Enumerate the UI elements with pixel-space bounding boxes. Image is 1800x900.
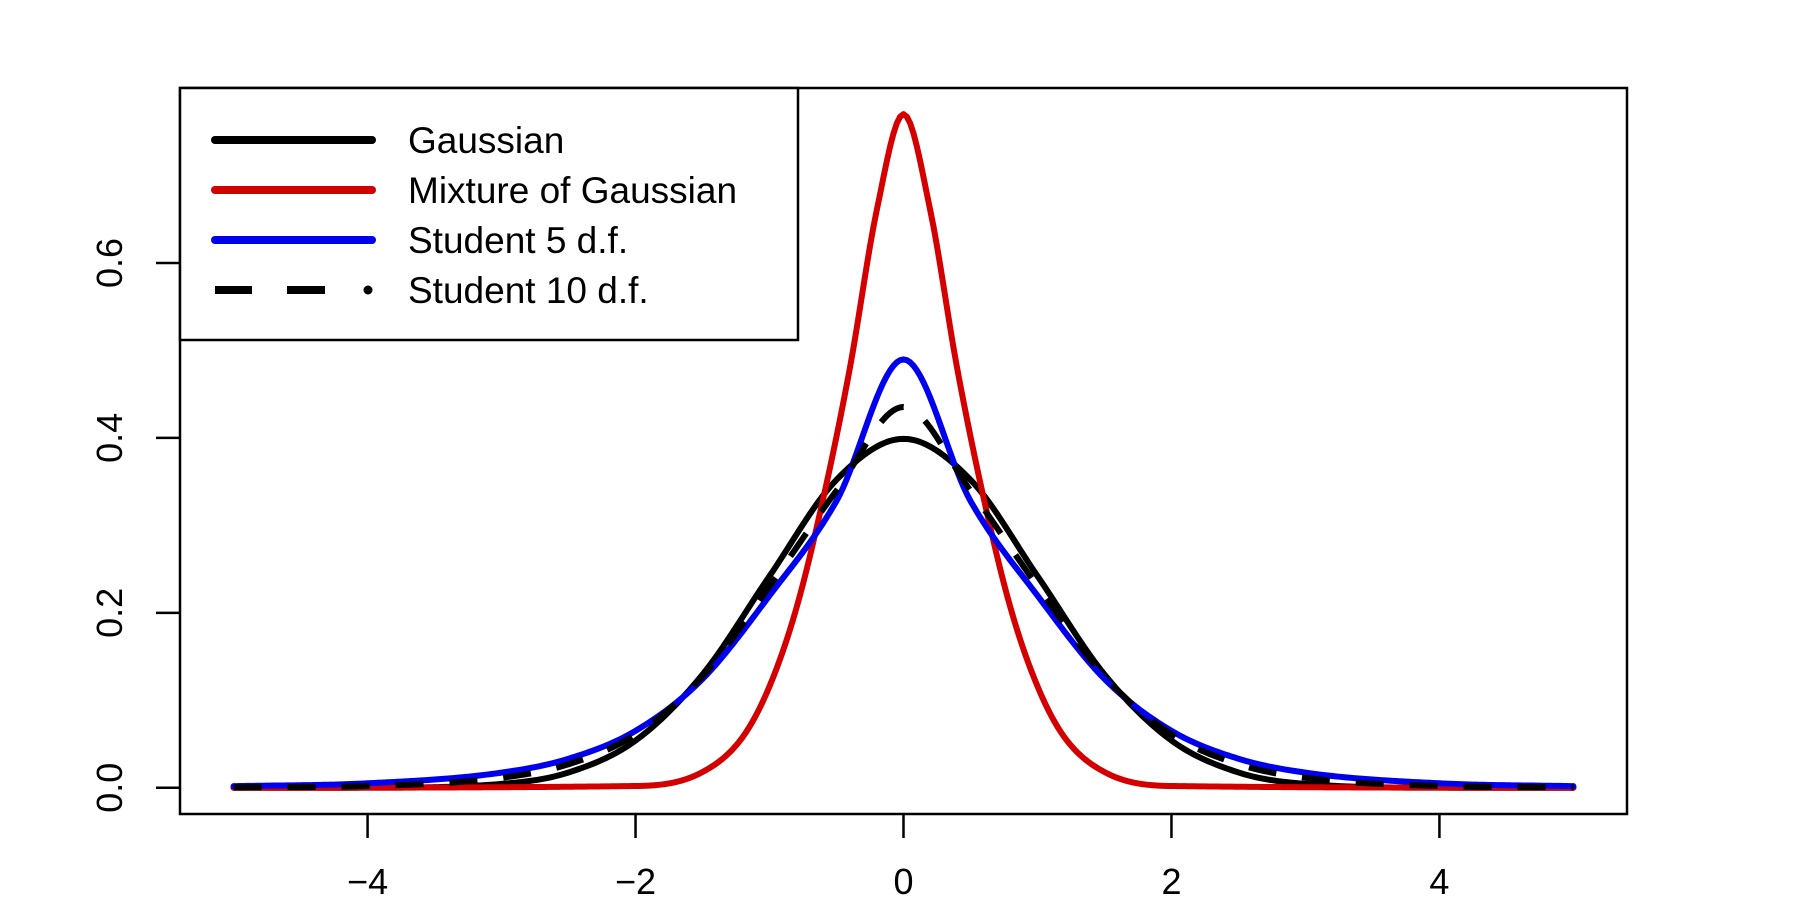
legend-swatch-dot [363, 285, 373, 295]
y-tick-label: 0.6 [89, 238, 130, 288]
legend: Gaussian Mixture of Gaussian Student 5 d.f… [178, 86, 800, 342]
y-tick-label: 0.0 [89, 763, 130, 813]
x-tick-label: −4 [347, 861, 388, 900]
x-tick-label: 4 [1429, 861, 1449, 900]
x-tick-label: −2 [615, 861, 656, 900]
series-line-3 [230, 356, 1577, 790]
x-tick-label: 2 [1161, 861, 1181, 900]
x-tick-label: 0 [893, 861, 913, 900]
y-tick-label: 0.4 [89, 413, 130, 463]
x-axis: −4 −2 0 2 4 [347, 814, 1449, 900]
y-axis: 0.0 0.2 0.4 0.6 [89, 238, 180, 813]
series-line-2 [230, 111, 1577, 791]
series-line-4 [233, 404, 1574, 791]
series-curves [230, 111, 1577, 791]
legend-label: Student 5 d.f. [408, 220, 628, 261]
legend-label: Mixture of Gaussian [408, 170, 737, 211]
legend-label: Student 10 d.f. [408, 270, 649, 311]
series-line-1 [230, 435, 1577, 791]
y-tick-label: 0.2 [89, 588, 130, 638]
legend-box [178, 86, 800, 342]
legend-label: Gaussian [408, 120, 564, 161]
